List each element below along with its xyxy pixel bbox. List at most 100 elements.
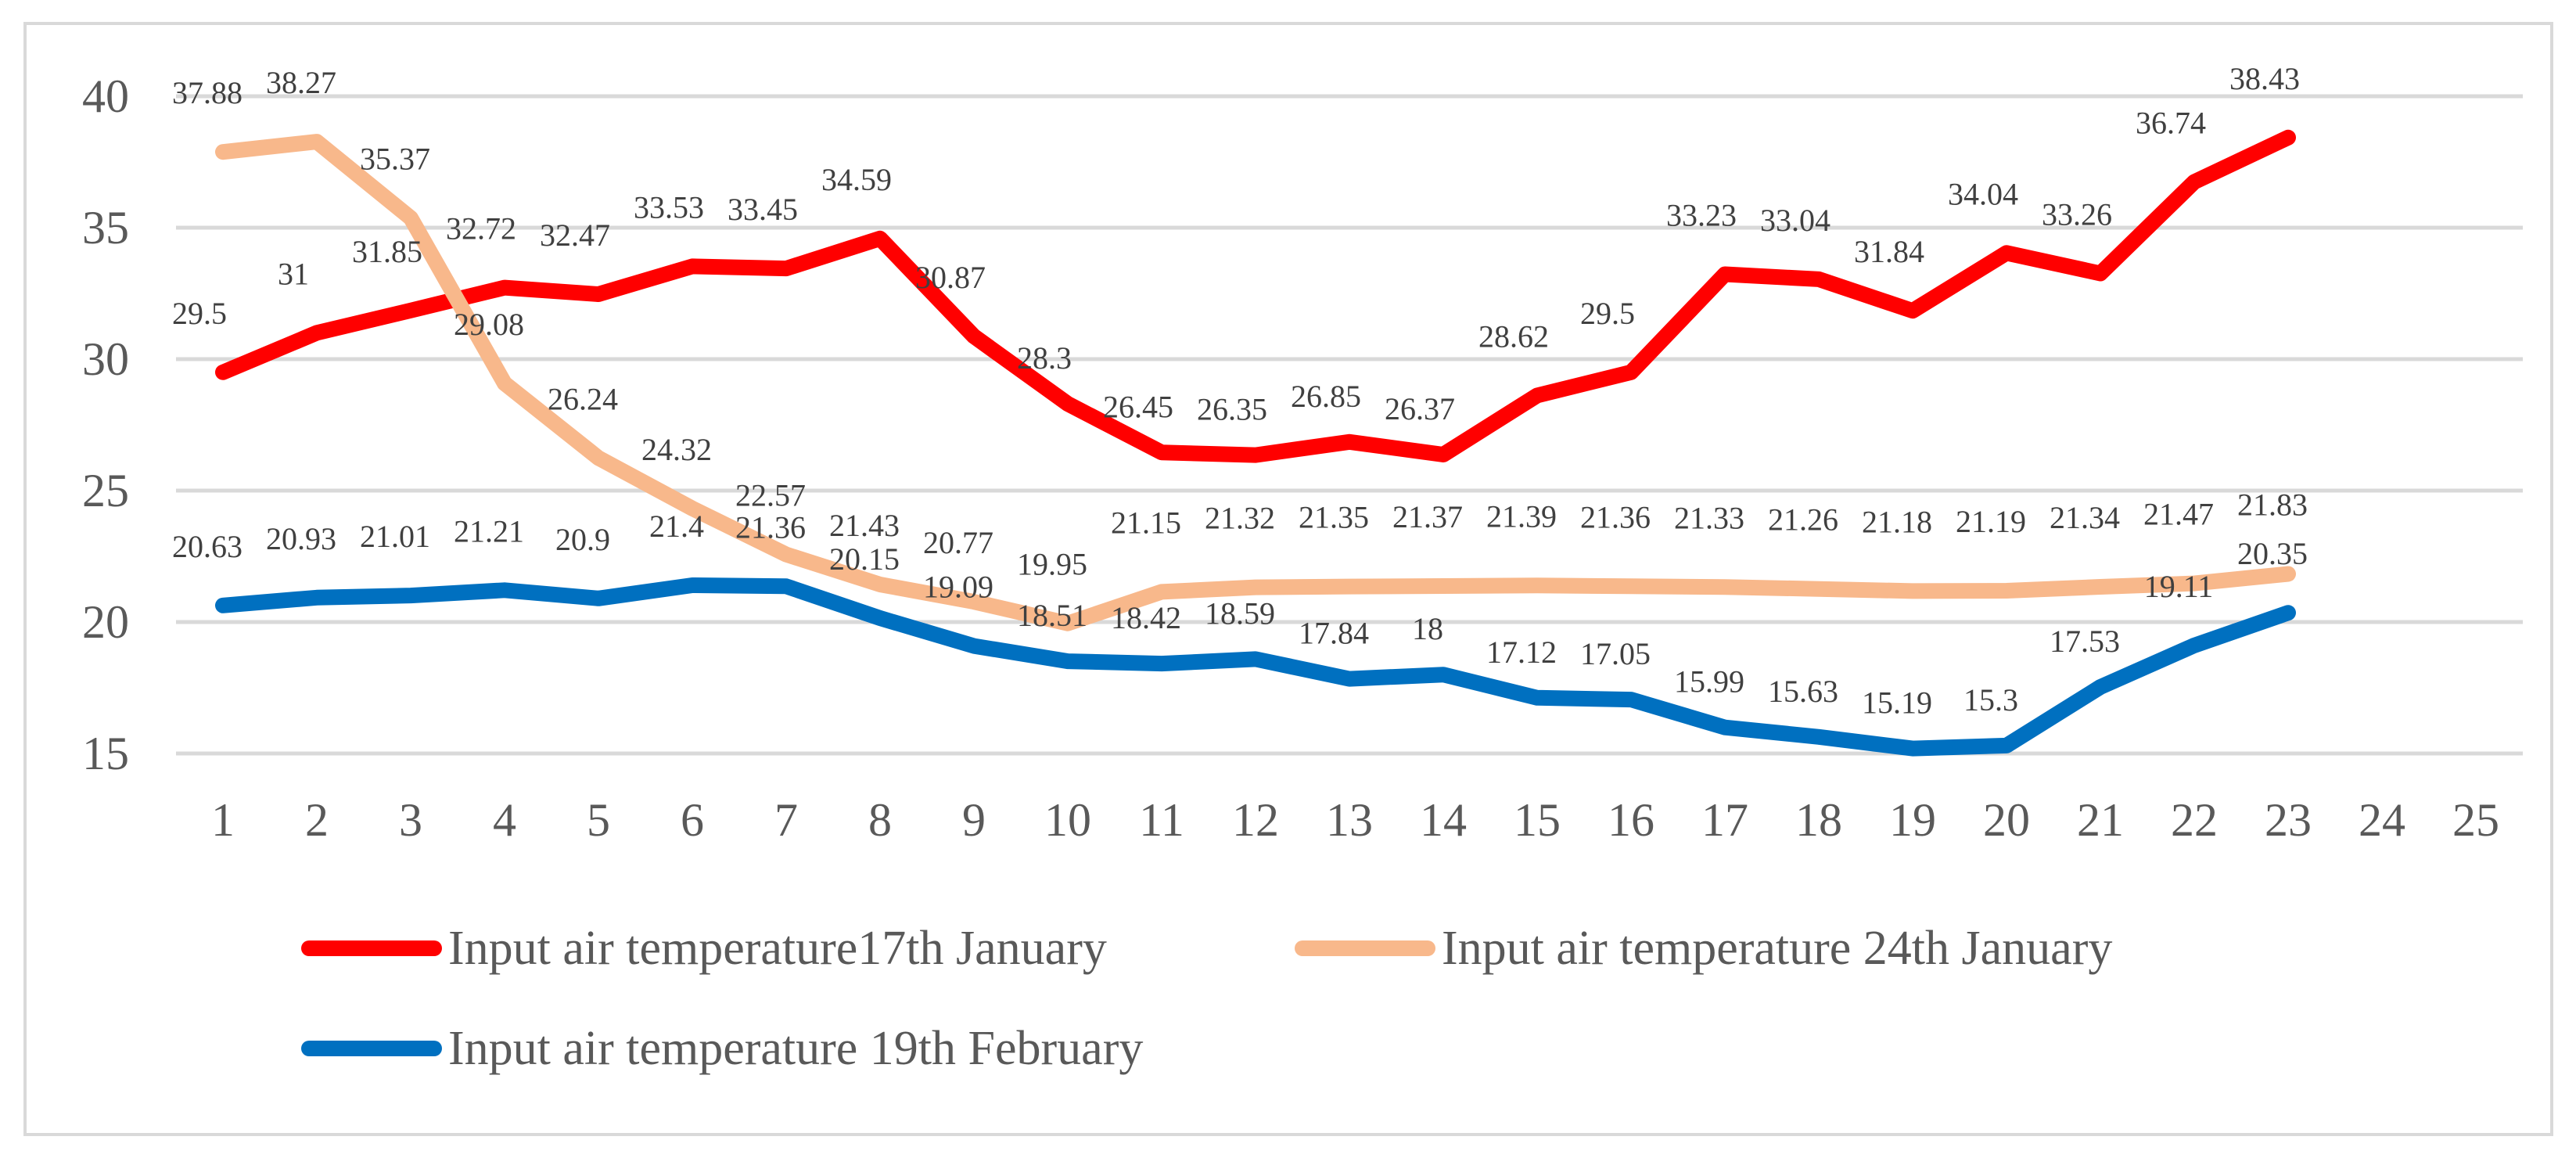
y-axis-ticks: 15 20 25 30 35 40	[82, 70, 129, 779]
data-labels: 29.5 31 31.85 32.72 32.47 33.53 33.45 34.59 30.8…	[172, 61, 2308, 721]
series-lines	[215, 129, 2296, 757]
data-label: 26.24	[548, 381, 618, 416]
x-tick-label: 6	[681, 794, 704, 846]
data-label: 26.37	[1385, 391, 1455, 426]
data-label: 32.47	[540, 218, 610, 253]
x-axis-ticks: 1 2 3 4 5 6 7 8 9 10 11 12 13 14 15 16 17 18 19 20 21 22 23 24 2…	[211, 794, 2499, 846]
data-label: 26.85	[1291, 379, 1361, 414]
data-label: 15.63	[1768, 674, 1838, 709]
x-tick-label: 23	[2265, 794, 2312, 846]
data-label: 18	[1412, 611, 1443, 646]
x-tick-label: 18	[1795, 794, 1842, 846]
data-label: 33.23	[1666, 197, 1737, 232]
legend-label-3: Input air temperature 19th February	[448, 1022, 1143, 1075]
data-label: 15.3	[1963, 682, 2018, 717]
data-label: 21.4	[649, 509, 704, 544]
data-label: 20.77	[923, 525, 993, 560]
x-tick-label: 7	[774, 794, 798, 846]
data-label: 20.35	[2237, 536, 2308, 571]
data-label: 21.34	[2050, 500, 2120, 535]
data-label: 24.32	[641, 432, 712, 467]
data-label: 18.42	[1111, 600, 1181, 635]
x-tick-label: 19	[1889, 794, 1936, 846]
data-label: 35.37	[360, 142, 430, 177]
x-tick-label: 22	[2171, 794, 2218, 846]
x-tick-label: 17	[1701, 794, 1748, 846]
data-label: 21.47	[2143, 497, 2214, 532]
data-label: 29.5	[172, 296, 227, 331]
data-label: 33.53	[634, 189, 704, 225]
data-label: 20.9	[555, 522, 610, 557]
x-tick-label: 15	[1514, 794, 1561, 846]
data-label: 15.19	[1862, 685, 1932, 721]
data-label: 21.19	[1956, 504, 2026, 539]
x-tick-label: 5	[587, 794, 610, 846]
x-tick-label: 21	[2077, 794, 2124, 846]
data-label: 21.43	[829, 508, 900, 543]
data-label: 20.93	[266, 521, 336, 556]
data-label: 31.85	[352, 234, 422, 269]
data-label: 20.63	[172, 529, 243, 564]
data-label: 21.83	[2237, 487, 2308, 523]
data-label: 34.04	[1948, 176, 2018, 211]
data-label: 17.12	[1486, 635, 1557, 670]
data-label: 21.01	[360, 519, 430, 554]
y-tick-label: 20	[82, 596, 129, 648]
data-label: 36.74	[2136, 106, 2206, 141]
y-tick-label: 35	[82, 202, 129, 254]
legend-label-2: Input air temperature 24th January	[1442, 922, 2112, 975]
data-label: 19.95	[1017, 547, 1087, 582]
data-label: 20.15	[829, 541, 900, 577]
data-label: 21.37	[1392, 499, 1463, 534]
data-label: 21.33	[1674, 500, 1744, 535]
x-tick-label: 13	[1326, 794, 1373, 846]
x-tick-label: 14	[1420, 794, 1467, 846]
x-tick-label: 12	[1232, 794, 1279, 846]
x-tick-label: 1	[211, 794, 235, 846]
x-tick-label: 20	[1983, 794, 2030, 846]
series-line-2	[215, 134, 2296, 631]
data-label: 22.57	[735, 478, 806, 513]
x-tick-label: 10	[1044, 794, 1091, 846]
data-label: 18.51	[1017, 598, 1087, 633]
legend: Input air temperature17th January Input a…	[301, 922, 2112, 1075]
data-label: 21.36	[735, 509, 806, 545]
data-label: 21.18	[1862, 504, 1932, 539]
x-tick-label: 8	[868, 794, 892, 846]
data-label: 31	[278, 256, 309, 291]
data-label: 18.59	[1205, 595, 1275, 631]
data-label: 21.36	[1580, 499, 1651, 534]
data-label: 29.08	[454, 307, 524, 342]
data-label: 30.87	[915, 260, 986, 295]
data-label: 21.35	[1299, 500, 1369, 535]
gridlines	[176, 94, 2523, 756]
data-label: 33.04	[1760, 203, 1831, 238]
data-label: 38.43	[2229, 61, 2300, 96]
data-label: 21.21	[454, 513, 524, 548]
x-tick-label: 9	[962, 794, 986, 846]
series-line-3	[215, 577, 2296, 757]
x-tick-label: 16	[1608, 794, 1654, 846]
data-label: 19.11	[2144, 569, 2214, 604]
data-label: 17.05	[1580, 636, 1651, 671]
data-label: 21.15	[1111, 505, 1181, 540]
x-tick-label: 24	[2359, 794, 2405, 846]
data-label: 37.88	[172, 75, 243, 110]
y-tick-label: 40	[82, 70, 129, 122]
data-label: 29.5	[1580, 296, 1635, 331]
data-label: 26.45	[1103, 389, 1173, 424]
legend-label-1: Input air temperature17th January	[448, 922, 1107, 975]
data-label: 26.35	[1197, 392, 1267, 427]
data-label: 31.84	[1854, 234, 1924, 269]
data-label: 21.26	[1768, 502, 1838, 538]
data-label: 38.27	[266, 65, 336, 100]
data-label: 32.72	[446, 211, 516, 246]
x-tick-label: 4	[493, 794, 516, 846]
data-label: 15.99	[1674, 664, 1744, 699]
x-tick-label: 3	[399, 794, 422, 846]
data-label: 28.62	[1478, 318, 1549, 354]
data-label: 34.59	[821, 162, 892, 197]
x-tick-label: 2	[305, 794, 329, 846]
x-tick-label: 11	[1139, 794, 1184, 846]
